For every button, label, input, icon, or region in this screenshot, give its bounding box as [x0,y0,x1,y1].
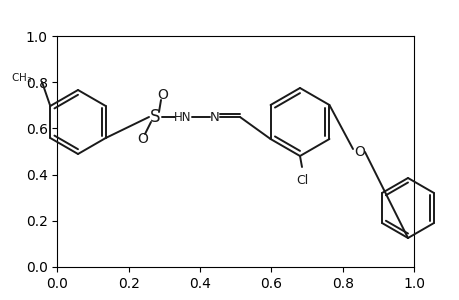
Text: O: O [157,88,168,102]
Text: S: S [150,108,160,126]
Text: HN: HN [174,110,191,124]
Text: O: O [354,145,364,159]
Text: N: N [210,110,219,124]
Text: O: O [137,132,148,146]
Text: CH$_3$: CH$_3$ [11,71,32,85]
Text: Cl: Cl [295,174,308,187]
